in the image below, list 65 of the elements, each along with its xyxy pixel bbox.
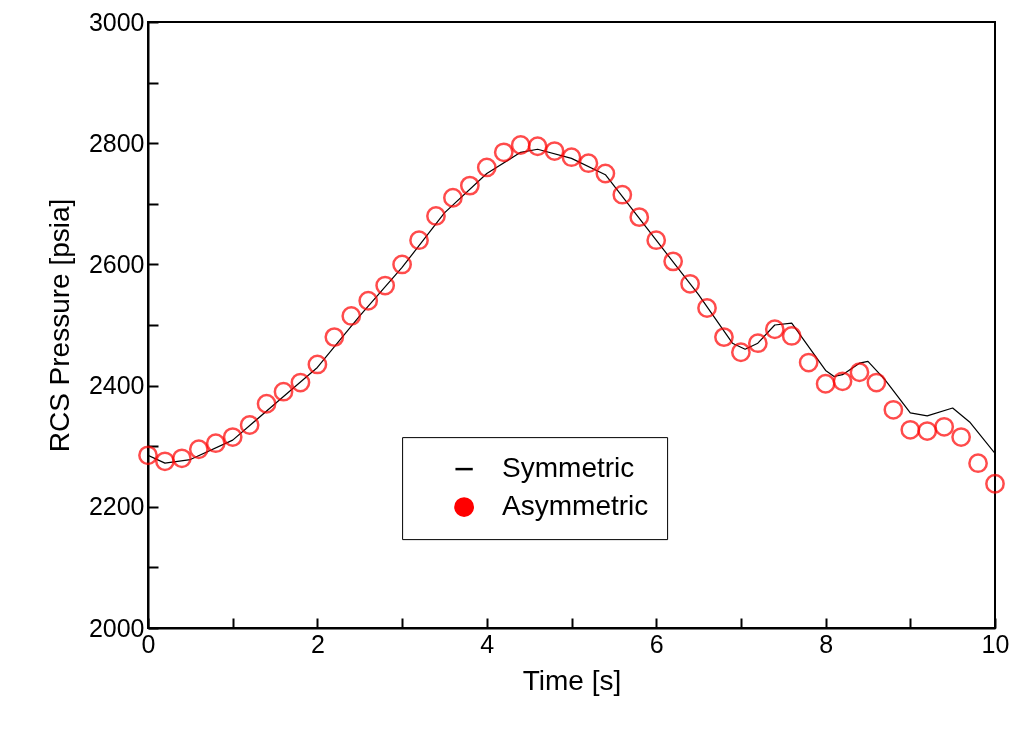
point <box>697 298 717 318</box>
point <box>578 153 599 174</box>
point <box>985 473 1005 494</box>
point <box>307 354 328 375</box>
point <box>934 416 955 437</box>
point <box>205 433 226 454</box>
point <box>375 275 396 296</box>
point <box>155 451 175 472</box>
point <box>443 187 463 208</box>
x-tick-label: 10 <box>981 629 1010 658</box>
point <box>527 136 548 157</box>
point <box>426 206 446 226</box>
point <box>764 319 785 340</box>
point <box>646 230 667 251</box>
point <box>222 427 243 447</box>
point <box>663 251 684 272</box>
point <box>358 290 379 311</box>
point <box>409 230 429 251</box>
point <box>138 445 158 466</box>
point <box>476 157 497 178</box>
y-tick-label: 2800 <box>88 128 145 157</box>
point <box>392 254 413 275</box>
point <box>341 306 362 326</box>
legend-label: Asymmetric <box>502 490 649 522</box>
point <box>595 163 616 184</box>
point <box>798 352 819 373</box>
point <box>256 393 277 414</box>
x-tick-label: 8 <box>819 629 834 658</box>
point <box>917 421 938 441</box>
point <box>188 439 209 460</box>
point <box>324 327 345 348</box>
point <box>832 371 853 392</box>
point <box>968 453 988 474</box>
point <box>781 326 802 346</box>
point <box>510 135 531 155</box>
point <box>747 333 768 354</box>
y-tick-label: 3000 <box>88 7 145 36</box>
point <box>849 362 870 383</box>
point <box>561 147 582 168</box>
point <box>290 372 311 393</box>
x-axis-title: Time [s] <box>522 664 622 696</box>
point <box>459 175 480 196</box>
point <box>629 207 650 228</box>
point <box>900 419 921 440</box>
y-tick-label: 2200 <box>88 492 145 521</box>
point <box>866 372 887 393</box>
x-tick-label: 2 <box>310 629 325 658</box>
point <box>493 142 514 163</box>
y-tick-label: 2400 <box>88 371 145 400</box>
y-tick-label: 2600 <box>88 249 145 278</box>
point <box>273 381 294 402</box>
point <box>544 141 565 161</box>
x-tick-label: 4 <box>480 629 495 658</box>
point <box>171 448 192 469</box>
point <box>815 373 836 394</box>
legend-label: Symmetric <box>502 452 635 484</box>
point <box>951 427 972 447</box>
y-axis-title: RCS Pressure [psia] <box>43 198 75 453</box>
point <box>730 342 751 363</box>
point <box>239 415 260 435</box>
point <box>612 184 633 205</box>
point <box>680 273 700 294</box>
point <box>714 327 734 348</box>
point <box>883 399 904 420</box>
x-tick-label: 6 <box>649 629 664 658</box>
